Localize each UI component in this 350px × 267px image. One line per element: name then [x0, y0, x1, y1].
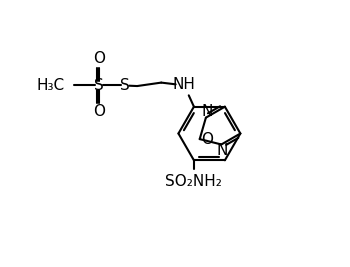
Text: O: O	[93, 51, 105, 66]
Text: S: S	[94, 78, 104, 93]
Text: O: O	[201, 132, 213, 147]
Text: S: S	[120, 78, 130, 93]
Text: H₃C: H₃C	[37, 78, 65, 93]
Text: N: N	[201, 104, 212, 119]
Text: SO₂NH₂: SO₂NH₂	[166, 174, 222, 189]
Text: O: O	[93, 104, 105, 119]
Text: NH: NH	[172, 77, 195, 92]
Text: N: N	[217, 143, 228, 158]
